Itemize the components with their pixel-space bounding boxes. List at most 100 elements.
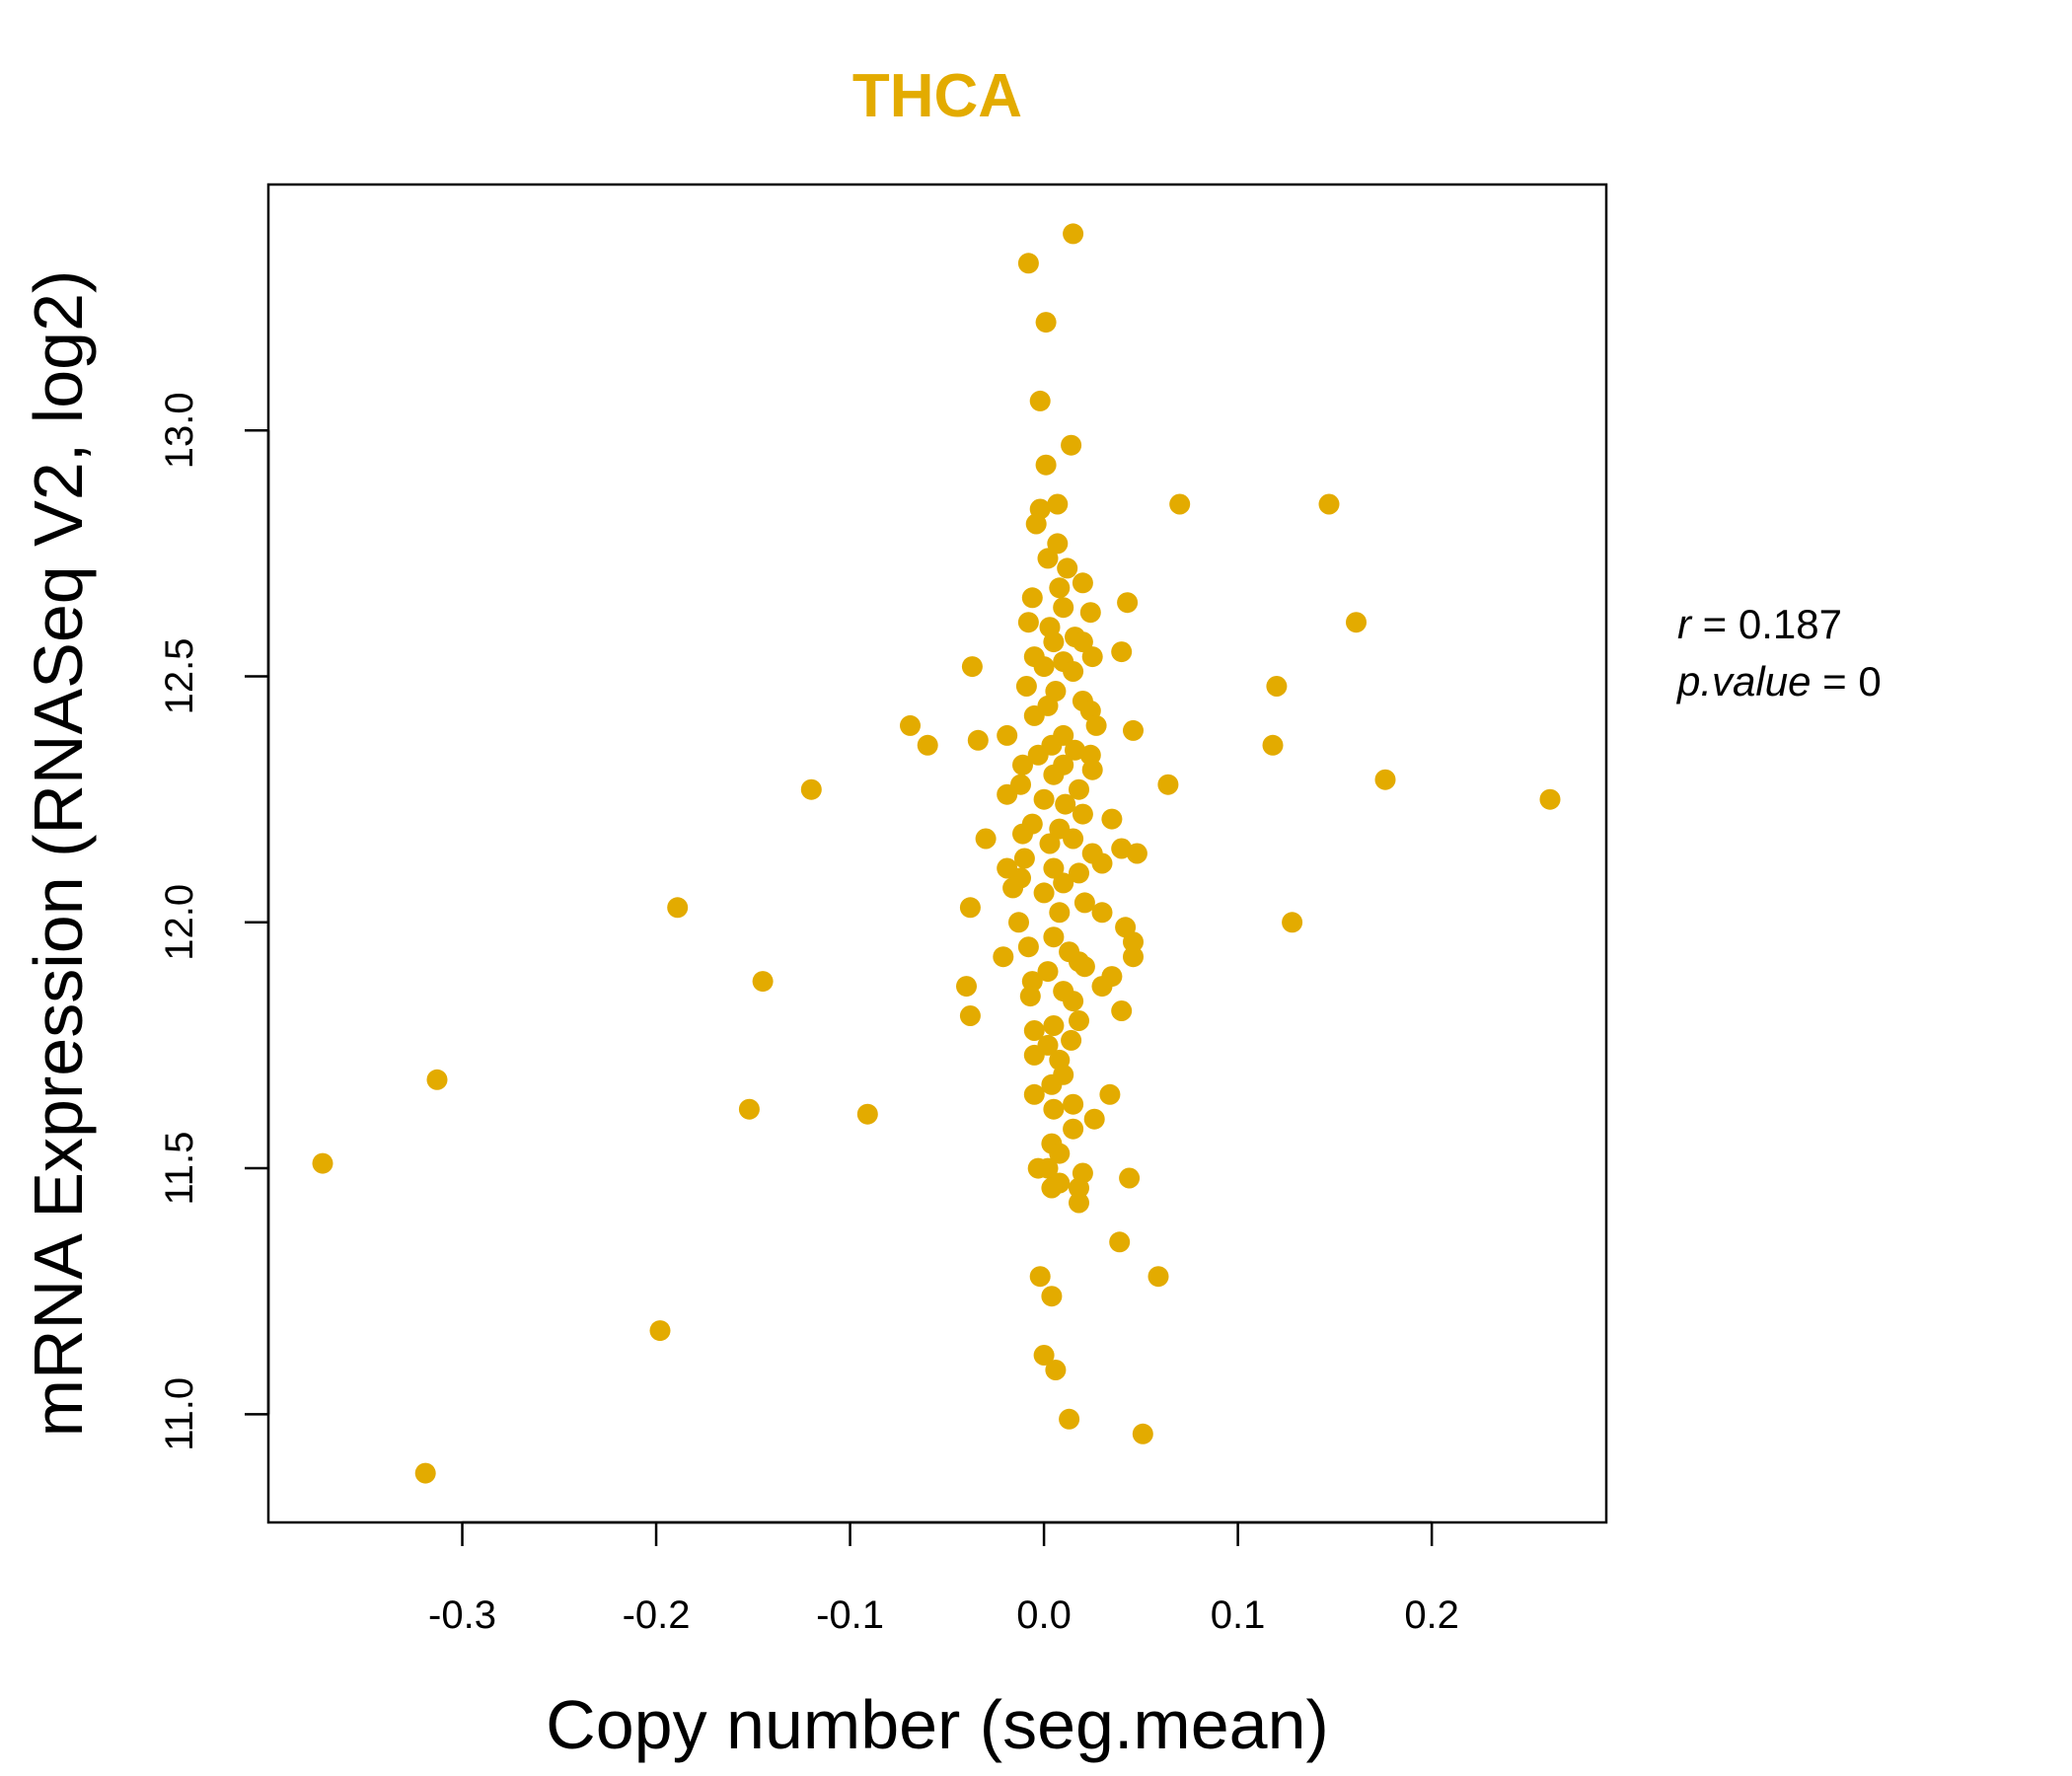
data-point [1061, 1029, 1082, 1051]
data-point [1017, 612, 1039, 633]
data-point [1049, 1143, 1071, 1164]
data-point [1043, 857, 1065, 879]
data-point [738, 1098, 760, 1120]
data-point [1059, 1408, 1080, 1430]
data-point [1073, 956, 1095, 978]
data-point [1041, 1286, 1063, 1307]
data-point [1043, 631, 1065, 653]
data-point [752, 971, 774, 993]
data-point [1012, 823, 1033, 845]
data-point [1147, 1266, 1169, 1288]
data-point [1262, 734, 1284, 756]
data-point [1117, 592, 1139, 614]
data-point [1266, 676, 1288, 697]
data-point [1346, 612, 1367, 633]
data-point [1002, 877, 1024, 899]
data-point [1049, 577, 1071, 599]
data-point [1123, 946, 1144, 968]
plot-frame [266, 183, 1608, 1524]
data-point [1053, 872, 1074, 894]
data-point [1041, 1073, 1063, 1095]
data-point [1045, 1360, 1067, 1380]
r-equals: = [1703, 601, 1739, 647]
data-point [1039, 833, 1061, 854]
data-point [1037, 548, 1059, 569]
data-point [1083, 1108, 1105, 1130]
chart-title: THCA [852, 62, 1022, 130]
data-point [1063, 223, 1084, 245]
data-point [1013, 848, 1035, 869]
data-point [1043, 1015, 1065, 1036]
data-point [1029, 390, 1051, 411]
data-point [1027, 1157, 1049, 1179]
data-point [1069, 1177, 1089, 1199]
r-symbol: r [1677, 601, 1693, 647]
p-value: 0 [1858, 658, 1881, 704]
data-point [1072, 631, 1093, 653]
data-point [800, 778, 822, 800]
data-point [1049, 902, 1071, 924]
x-tick-label: -0.3 [428, 1593, 496, 1637]
x-tick-label: 0.2 [1404, 1593, 1459, 1637]
y-tick-label: 11.5 [158, 1132, 201, 1206]
p-equals: = [1822, 658, 1858, 704]
data-point [1057, 557, 1078, 579]
data-point [1053, 597, 1074, 619]
data-point [956, 976, 977, 998]
y-axis-label: mRNA Expression (RNASeq V2, log2) [20, 270, 97, 1438]
data-point [414, 1462, 436, 1484]
y-tick-label: 12.5 [158, 638, 201, 715]
x-tick-label: -0.2 [623, 1593, 691, 1637]
data-point [1015, 676, 1037, 697]
data-point [1126, 843, 1147, 864]
x-tick-label: -0.1 [816, 1593, 884, 1637]
r-stat: r = 0.187 [1677, 601, 1842, 647]
data-point [1063, 1118, 1084, 1140]
data-point [1101, 808, 1123, 830]
data-point [1061, 434, 1082, 456]
data-point [1043, 926, 1065, 948]
data-point [1374, 769, 1396, 790]
data-point [1047, 533, 1069, 555]
data-point [1282, 912, 1303, 933]
data-point [1033, 882, 1055, 904]
data-point [1123, 931, 1144, 953]
data-point [1318, 493, 1340, 515]
data-point [312, 1152, 333, 1174]
x-tick-label: 0.1 [1211, 1593, 1266, 1637]
data-point [1081, 759, 1103, 780]
data-point [856, 1103, 878, 1125]
data-point [1085, 714, 1107, 736]
data-point [1023, 704, 1045, 726]
data-point [1132, 1423, 1153, 1444]
data-point [1029, 1266, 1051, 1288]
data-point [1047, 493, 1069, 515]
data-point [1073, 892, 1095, 914]
data-point [900, 714, 921, 736]
data-point [1017, 253, 1039, 274]
data-point [917, 734, 938, 756]
data-point [1063, 661, 1084, 682]
data-point [1091, 902, 1113, 924]
data-point [1043, 764, 1065, 785]
data-point [426, 1069, 448, 1090]
y-tick-label: 11.0 [158, 1377, 201, 1451]
data-point [1157, 774, 1179, 795]
data-point [1025, 513, 1047, 535]
data-point [1069, 1010, 1089, 1031]
data-point [1033, 788, 1055, 810]
data-point [1091, 976, 1113, 998]
data-point [1055, 793, 1076, 815]
data-point [1017, 936, 1039, 958]
data-point [1069, 778, 1089, 800]
data-point [1063, 1093, 1084, 1115]
data-point [1111, 1000, 1133, 1021]
data-point [1081, 646, 1103, 668]
data-point [1023, 1020, 1045, 1041]
data-point [967, 729, 989, 751]
data-point [1023, 1044, 1045, 1066]
x-tick-label: 0.0 [1016, 1593, 1072, 1637]
data-point [1033, 1345, 1055, 1366]
data-point [1027, 744, 1049, 766]
